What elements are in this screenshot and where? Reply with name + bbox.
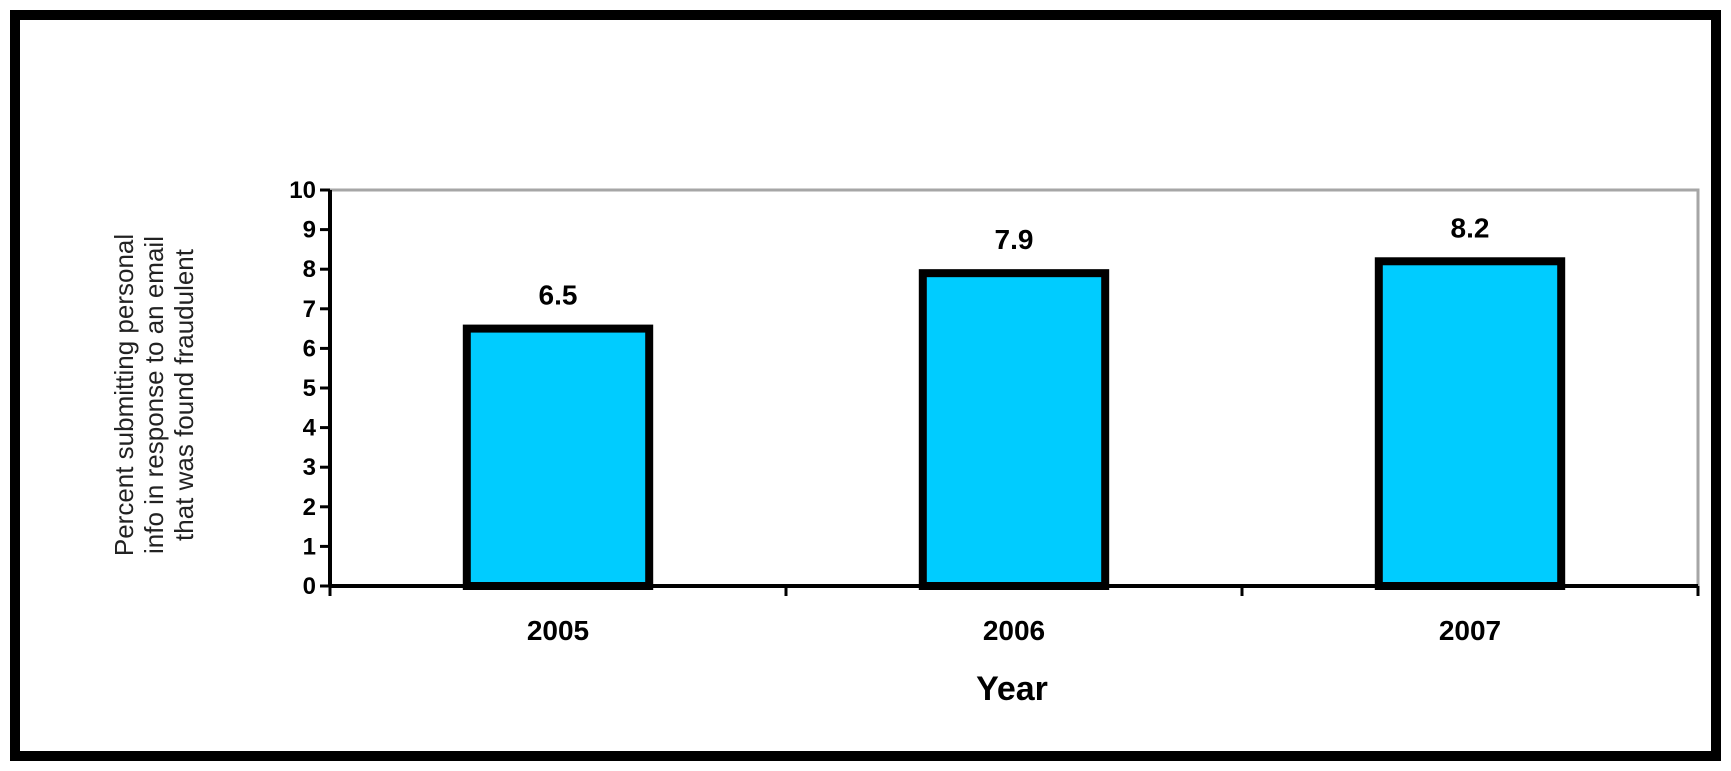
y-tick-label: 0 <box>303 573 316 600</box>
x-tick-label: 2007 <box>1439 615 1501 646</box>
bars <box>462 257 1566 590</box>
y-tick-label: 8 <box>303 256 316 283</box>
y-tick-label: 2 <box>303 494 316 521</box>
bar <box>1374 257 1566 590</box>
y-tick-label: 3 <box>303 454 316 481</box>
y-tick-label: 10 <box>289 177 316 204</box>
y-axis-title-line-3: that was found fraudulent <box>169 248 199 541</box>
x-tick-label: 2006 <box>983 615 1045 646</box>
x-axis: 2005 2006 2007 <box>328 584 1700 646</box>
data-label: 8.2 <box>1451 212 1490 243</box>
y-tick-label: 5 <box>303 375 316 402</box>
y-tick-label: 7 <box>303 296 316 323</box>
data-label: 7.9 <box>995 224 1034 255</box>
x-tick-label: 2005 <box>527 615 589 646</box>
bar <box>462 324 654 590</box>
y-tick-label: 9 <box>303 217 316 244</box>
y-tick-label: 6 <box>303 335 316 362</box>
y-tick-label: 4 <box>303 415 317 442</box>
y-axis: 0 1 2 3 4 5 6 7 8 9 10 <box>289 177 332 600</box>
data-labels: 6.5 7.9 8.2 <box>539 212 1490 310</box>
y-axis-title-line-1: Percent submitting personal <box>109 234 139 556</box>
x-axis-title: Year <box>976 670 1048 708</box>
y-axis-title: Percent submitting personal info in resp… <box>109 234 199 556</box>
y-tick-label: 1 <box>303 533 316 560</box>
y-axis-title-line-2: info in response to an email <box>139 236 169 554</box>
bar <box>918 269 1110 590</box>
data-label: 6.5 <box>539 280 578 311</box>
